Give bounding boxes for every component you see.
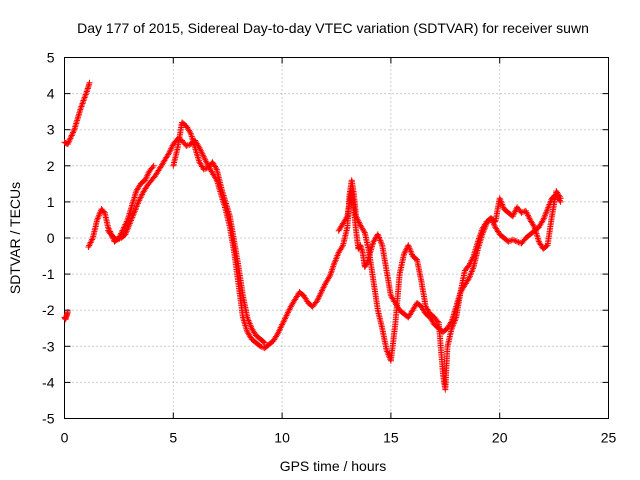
axis-ticks xyxy=(64,57,609,419)
y-tick-label: 4 xyxy=(47,86,55,102)
x-tick-label: 10 xyxy=(274,430,290,446)
data-point-markers xyxy=(335,188,564,335)
x-tick-label: 20 xyxy=(492,430,508,446)
y-axis-label: SDTVAR / TECUs xyxy=(7,182,23,294)
series-sat-f xyxy=(335,188,564,335)
y-tick-label: -5 xyxy=(42,411,55,427)
x-axis-label: GPS time / hours xyxy=(280,458,387,474)
x-tick-label: 5 xyxy=(169,430,177,446)
series-sat-e xyxy=(170,119,268,346)
series-sat-d xyxy=(105,135,564,393)
grid-lines xyxy=(64,57,609,419)
chart-title: Day 177 of 2015, Sidereal Day-to-day VTE… xyxy=(77,20,589,36)
x-tick-label: 15 xyxy=(383,430,399,446)
data-point-markers xyxy=(61,79,93,148)
series-sat-b xyxy=(61,79,93,148)
y-tick-label: 1 xyxy=(47,194,55,210)
series-sat-a xyxy=(61,309,71,323)
data-point-markers xyxy=(61,309,71,323)
data-point-markers xyxy=(170,119,268,346)
y-tick-label: -2 xyxy=(42,302,55,318)
y-tick-label: -4 xyxy=(42,374,55,390)
y-tick-label: 3 xyxy=(47,122,55,138)
x-tick-label: 25 xyxy=(601,430,617,446)
y-tick-label: -1 xyxy=(42,266,55,282)
y-tick-label: -3 xyxy=(42,338,55,354)
x-tick-label: 0 xyxy=(61,430,69,446)
y-tick-label: 0 xyxy=(47,230,55,246)
y-tick-label: 5 xyxy=(47,50,55,66)
data-series xyxy=(61,79,564,393)
y-tick-label: 2 xyxy=(47,158,55,174)
data-point-markers xyxy=(105,135,564,393)
tick-labels: 0 5 10 15 20 25 -5 -4 -3 -2 -1 0 1 2 3 4 5 xyxy=(42,50,616,446)
